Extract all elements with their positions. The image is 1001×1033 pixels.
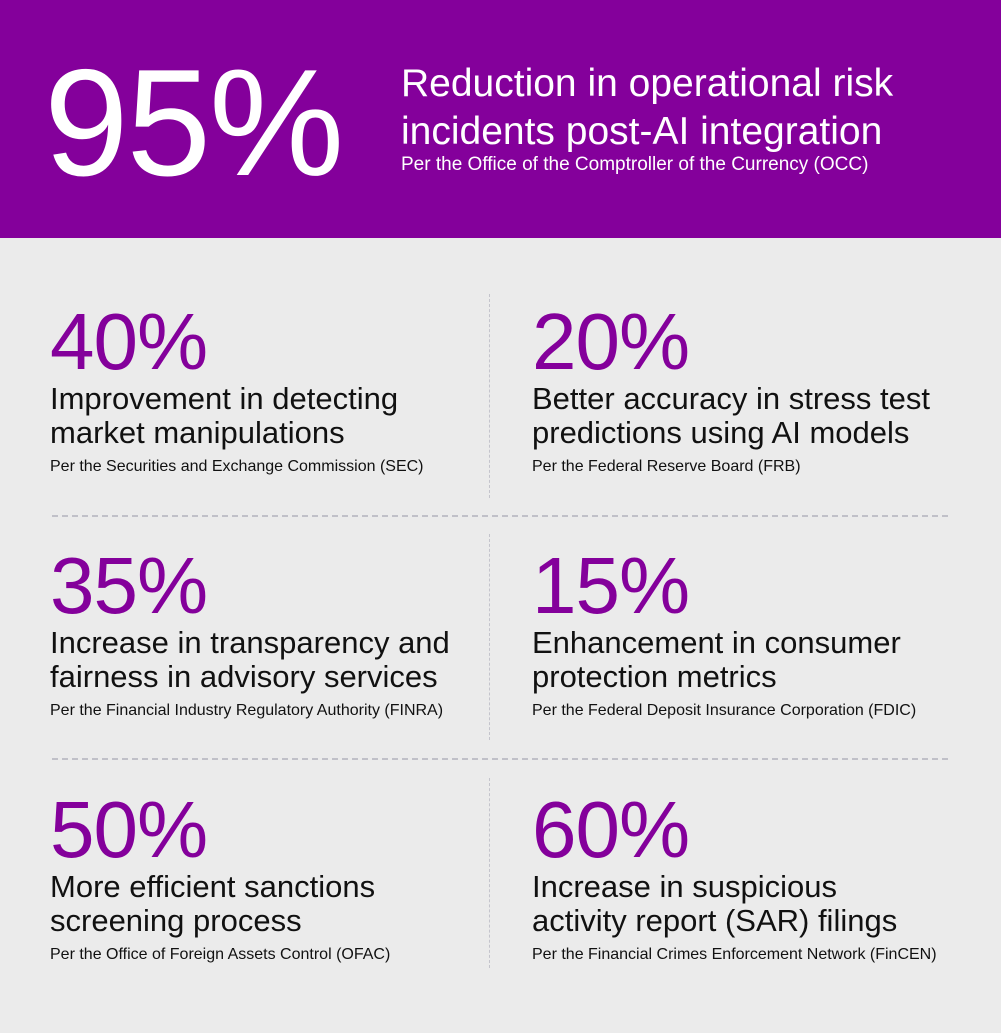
horizontal-divider <box>52 515 948 517</box>
stat-title-line1: More efficient sanctions <box>50 869 376 904</box>
stat-value: 35% <box>50 541 208 630</box>
vertical-divider <box>489 534 490 740</box>
stat-title-line1: Increase in transparency and <box>50 625 450 660</box>
hero-text: Reduction in operational risk incidents … <box>401 60 893 177</box>
vertical-divider <box>489 294 490 498</box>
stat-source: Per the Financial Crimes Enforcement Net… <box>532 946 937 963</box>
stat-source: Per the Securities and Exchange Commissi… <box>50 458 424 475</box>
stat-card: 50% More efficient sanctions screening p… <box>50 788 490 966</box>
stat-title-line2: screening process <box>50 903 302 938</box>
stat-card: 35% Increase in transparency and fairnes… <box>50 544 490 722</box>
stat-title-line2: predictions using AI models <box>532 415 910 450</box>
stat-value: 15% <box>532 541 690 630</box>
stat-card: 40% Improvement in detecting market mani… <box>50 300 490 478</box>
hero-value: 95% <box>44 38 344 208</box>
vertical-divider <box>489 778 490 968</box>
stat-value: 40% <box>50 297 208 386</box>
stat-value: 20% <box>532 297 690 386</box>
stat-value: 60% <box>532 785 690 874</box>
stat-title-line1: Increase in suspicious <box>532 869 837 904</box>
stat-title-line2: protection metrics <box>532 659 777 694</box>
stat-card: 60% Increase in suspicious activity repo… <box>532 788 972 966</box>
hero-banner: 95% Reduction in operational risk incide… <box>0 0 1001 238</box>
stat-source: Per the Financial Industry Regulatory Au… <box>50 702 444 719</box>
stat-card: 15% Enhancement in consumer protection m… <box>532 544 972 722</box>
stats-grid: 40% Improvement in detecting market mani… <box>0 238 1001 1033</box>
stat-title-line2: fairness in advisory services <box>50 659 438 694</box>
stat-title-line1: Improvement in detecting <box>50 381 399 416</box>
stat-card: 20% Better accuracy in stress test predi… <box>532 300 972 478</box>
stat-value: 50% <box>50 785 208 874</box>
stat-title-line1: Better accuracy in stress test <box>532 381 930 416</box>
hero-title-line1: Reduction in operational risk <box>401 62 894 105</box>
hero-source: Per the Office of the Comptroller of the… <box>401 154 869 175</box>
stat-source: Per the Federal Deposit Insurance Corpor… <box>532 702 917 719</box>
horizontal-divider <box>52 758 948 760</box>
stat-title-line2: market manipulations <box>50 415 345 450</box>
stat-source: Per the Office of Foreign Assets Control… <box>50 946 391 963</box>
stat-title-line1: Enhancement in consumer <box>532 625 901 660</box>
stat-source: Per the Federal Reserve Board (FRB) <box>532 458 801 475</box>
hero-title-line2: incidents post-AI integration <box>401 110 883 153</box>
stat-title-line2: activity report (SAR) filings <box>532 903 898 938</box>
